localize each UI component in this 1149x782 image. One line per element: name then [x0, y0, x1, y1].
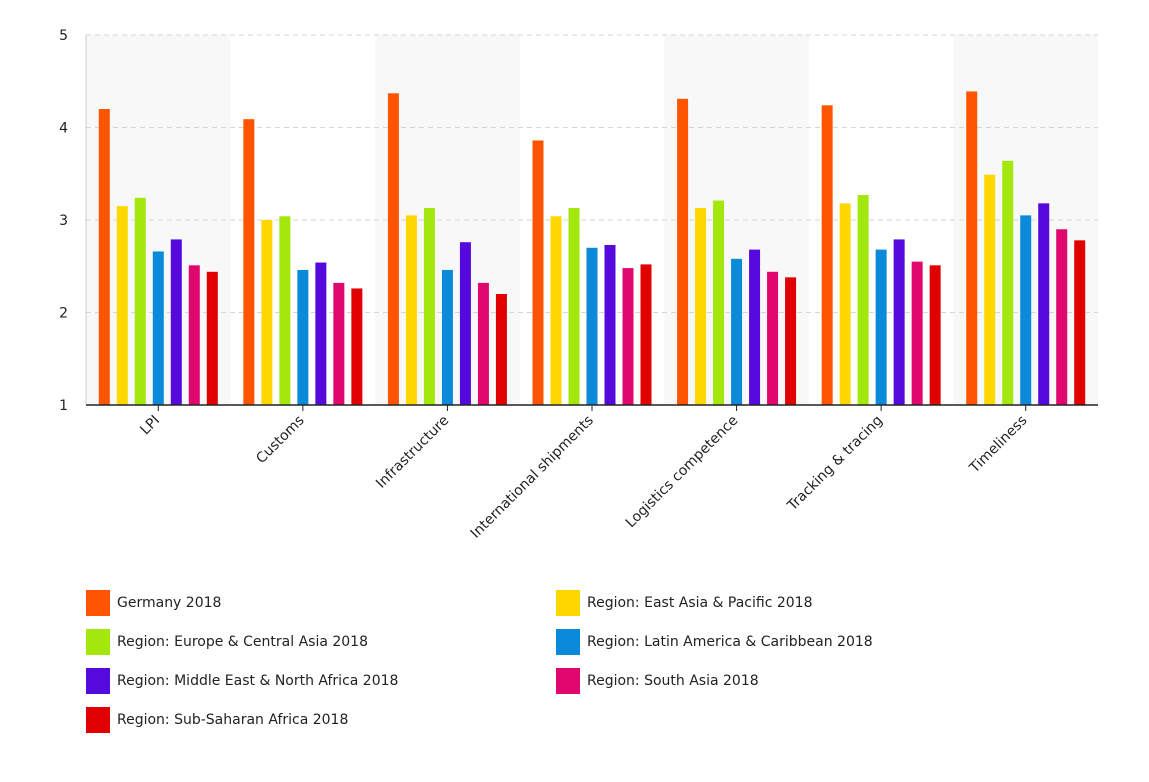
legend-swatch: [556, 590, 580, 616]
bar[interactable]: [893, 239, 905, 405]
bar[interactable]: [495, 294, 507, 405]
legend-swatch: [86, 590, 110, 616]
bar[interactable]: [315, 262, 327, 405]
legend-swatch: [556, 629, 580, 655]
legend-swatch: [86, 707, 110, 733]
bar[interactable]: [785, 277, 797, 405]
bar[interactable]: [279, 216, 291, 405]
bar[interactable]: [98, 109, 110, 405]
legend-swatch: [86, 629, 110, 655]
y-tick-label: 3: [59, 213, 68, 229]
bar[interactable]: [695, 207, 707, 405]
bar[interactable]: [821, 105, 833, 406]
bar[interactable]: [188, 265, 200, 405]
legend-swatch: [86, 668, 110, 694]
bar-chart: 1 2 3 4 5 LPI Customs Infrastructure Internatio…: [59, 28, 1098, 542]
x-tick-label: Infrastructure: [373, 413, 452, 492]
legend-item[interactable]: Region: Latin America & Caribbean 2018: [556, 629, 873, 655]
bar[interactable]: [677, 98, 689, 405]
bar[interactable]: [351, 288, 363, 405]
bar[interactable]: [604, 244, 616, 405]
x-tick-label: Tracking & tracing: [784, 413, 886, 515]
legend-label: Region: East Asia & Pacific 2018: [587, 595, 813, 611]
bars: [98, 91, 1086, 406]
bar[interactable]: [839, 203, 851, 405]
x-tick-label: International shipments: [468, 413, 597, 542]
legend: Germany 2018 Region: East Asia & Pacific …: [86, 590, 1086, 750]
bar[interactable]: [206, 271, 218, 405]
bar[interactable]: [459, 242, 471, 405]
x-tick-label: Logistics competence: [623, 413, 742, 532]
bar[interactable]: [875, 249, 887, 405]
y-tick-label: 4: [59, 121, 68, 137]
bar[interactable]: [1002, 160, 1014, 405]
legend-label: Region: Europe & Central Asia 2018: [117, 634, 368, 650]
legend-item[interactable]: Region: Middle East & North Africa 2018: [86, 668, 398, 694]
legend-item[interactable]: Germany 2018: [86, 590, 221, 616]
bar[interactable]: [243, 119, 255, 406]
legend-item[interactable]: Region: Europe & Central Asia 2018: [86, 629, 368, 655]
x-tick-labels: LPI Customs Infrastructure International sh…: [137, 405, 1031, 542]
bar[interactable]: [116, 206, 128, 405]
bar[interactable]: [333, 282, 345, 405]
legend-item[interactable]: Region: South Asia 2018: [556, 668, 759, 694]
bar[interactable]: [297, 269, 309, 405]
bar[interactable]: [984, 174, 996, 405]
y-tick-label: 5: [59, 28, 68, 44]
bar[interactable]: [1038, 203, 1050, 405]
bar[interactable]: [1056, 229, 1068, 405]
legend-label: Region: Latin America & Caribbean 2018: [587, 634, 873, 650]
bar[interactable]: [441, 269, 453, 405]
bar[interactable]: [713, 200, 725, 405]
y-tick-labels: 1 2 3 4 5: [59, 28, 68, 414]
bar[interactable]: [929, 265, 941, 405]
x-tick-label: LPI: [137, 413, 163, 439]
bar[interactable]: [405, 215, 417, 405]
y-tick-label: 2: [59, 306, 68, 322]
legend-item[interactable]: Region: East Asia & Pacific 2018: [556, 590, 812, 616]
legend-item[interactable]: Region: Sub-Saharan Africa 2018: [86, 707, 348, 733]
bar[interactable]: [477, 282, 489, 405]
bar[interactable]: [767, 271, 779, 405]
bar[interactable]: [1074, 240, 1086, 405]
bar[interactable]: [731, 258, 743, 405]
bar[interactable]: [586, 247, 598, 405]
bar[interactable]: [749, 249, 761, 405]
x-tick-label: Timeliness: [966, 413, 1030, 477]
bar[interactable]: [857, 195, 869, 405]
y-tick-label: 1: [59, 398, 68, 414]
bar[interactable]: [261, 220, 273, 405]
legend-label: Region: South Asia 2018: [587, 673, 759, 689]
bar[interactable]: [423, 207, 435, 405]
bar[interactable]: [966, 91, 978, 406]
bar[interactable]: [550, 216, 562, 405]
x-tick-label: Customs: [253, 413, 307, 467]
legend-label: Region: Sub-Saharan Africa 2018: [117, 712, 349, 728]
bar[interactable]: [568, 207, 580, 405]
bar[interactable]: [622, 268, 634, 405]
legend-swatch: [556, 668, 580, 694]
legend-label: Germany 2018: [117, 595, 222, 611]
bar[interactable]: [911, 261, 923, 405]
bar[interactable]: [1020, 215, 1032, 405]
bar[interactable]: [532, 140, 544, 405]
legend-label: Region: Middle East & North Africa 2018: [117, 673, 399, 689]
bar[interactable]: [640, 264, 652, 405]
bar[interactable]: [152, 251, 164, 405]
bar[interactable]: [170, 239, 182, 405]
bar[interactable]: [387, 93, 399, 406]
bar[interactable]: [134, 197, 146, 405]
